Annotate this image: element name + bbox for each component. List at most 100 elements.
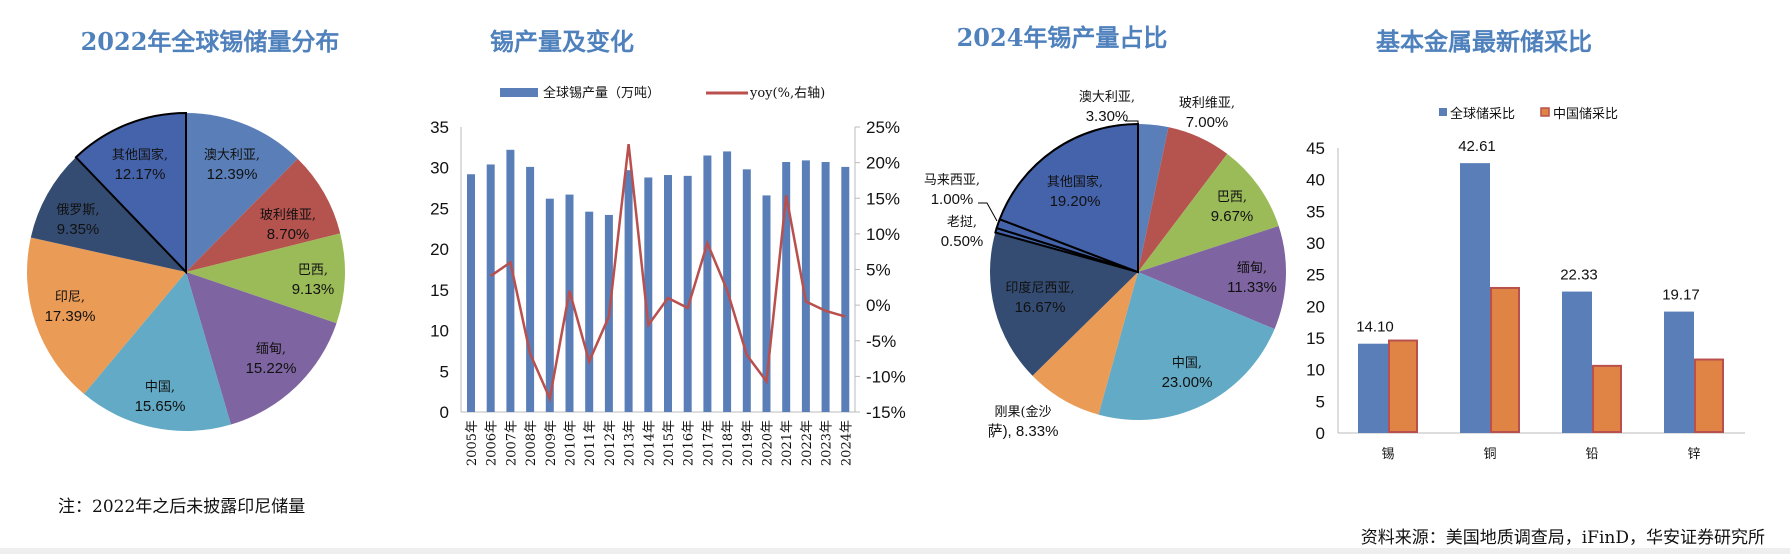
china-ratio-bar [1490, 286, 1520, 434]
x-tick-label: 2006年 [485, 420, 500, 466]
slice-label: 老挝, [947, 215, 977, 230]
production-bar [585, 211, 594, 412]
chart-title: 2024年锡产量占比 [957, 23, 1168, 52]
legend-swatch-china [1540, 107, 1550, 117]
bottom-band [0, 548, 1790, 554]
x-tick-label: 2014年 [642, 420, 657, 466]
global-ratio-bar [1562, 291, 1592, 433]
x-tick-label: 2019年 [741, 420, 756, 466]
slice-label: 其他国家, [1047, 174, 1103, 190]
pie-slice [1138, 226, 1286, 330]
production-bar [467, 174, 475, 412]
global-ratio-bar [1460, 163, 1490, 434]
yoy-line [489, 143, 846, 403]
y2-tick-label: -15% [866, 403, 906, 422]
x-tick-label: 2012年 [603, 420, 618, 466]
y2-tick-label: 5% [866, 261, 891, 280]
slice-label: 玻利维亚, [1179, 96, 1235, 111]
y2-tick-label: 20% [866, 154, 900, 173]
china-ratio-bar [1388, 339, 1418, 433]
slice-value: 萨), 8.33% [988, 423, 1059, 440]
pie-slice [186, 158, 341, 272]
production-bar [821, 162, 830, 412]
y-tick-label: 0 [1316, 424, 1325, 443]
x-tick-label: 锌 [1687, 447, 1700, 462]
y2-tick-label: -5% [866, 332, 896, 351]
slice-label: 中国, [1172, 356, 1202, 371]
production-bar [624, 170, 633, 412]
production-bar [742, 169, 751, 412]
x-tick-label: 2007年 [504, 420, 519, 466]
slice-value: 7.00% [1186, 114, 1229, 131]
y-tick-label: 15 [430, 281, 449, 300]
legend-line-label: yoy(%,右轴) [749, 86, 825, 101]
y-tick-label: 40 [1306, 171, 1325, 190]
production-bar [644, 177, 653, 412]
x-tick-label: 2009年 [544, 420, 559, 466]
production-bar [703, 155, 712, 412]
y-tick-label: 10 [1306, 361, 1325, 380]
production-bar [782, 162, 791, 412]
china-ratio-bar [1592, 364, 1622, 433]
x-tick-label: 2024年 [839, 420, 854, 466]
slice-label: 巴西, [1217, 190, 1247, 205]
pie-slice [998, 122, 1139, 274]
pie-slice [1138, 127, 1228, 272]
y-tick-label: 30 [1306, 234, 1325, 253]
pie-slice [186, 272, 337, 425]
x-tick-label: 2010年 [564, 420, 579, 466]
slice-value: 15.22% [246, 360, 297, 377]
y2-tick-label: -10% [866, 367, 906, 386]
slice-label: 俄罗斯, [56, 203, 99, 218]
chart-title: 基本金属最新储采比 [1376, 27, 1592, 56]
slice-value: 12.17% [115, 166, 166, 183]
slice-value: 16.67% [1015, 299, 1066, 316]
global-ratio-bar [1358, 343, 1388, 433]
y-tick-label: 20 [430, 240, 449, 259]
data-label: 19.17 [1662, 287, 1700, 304]
chart-title: 2022年全球锡储量分布 [81, 27, 340, 56]
x-tick-label: 2008年 [524, 420, 539, 466]
x-tick-label: 2021年 [780, 420, 795, 466]
slice-value: 17.39% [45, 308, 96, 325]
y2-tick-label: 0% [866, 296, 891, 315]
x-tick-label: 2016年 [682, 420, 697, 466]
x-tick-label: 2005年 [465, 420, 480, 466]
pie-slice [1032, 272, 1138, 415]
slice-label: 马来西亚, [924, 173, 980, 188]
slice-label: 缅甸, [256, 342, 286, 357]
production-bar [683, 175, 692, 412]
production-bar [841, 166, 850, 412]
y-tick-label: 45 [1306, 139, 1325, 158]
legend-label-china: 中国储采比 [1553, 107, 1618, 122]
china-ratio-bar [1694, 358, 1724, 433]
y-tick-label: 0 [440, 403, 449, 422]
production-bar [486, 164, 495, 412]
slice-value: 3.30% [1086, 108, 1129, 125]
slice-label: 澳大利亚, [204, 147, 260, 163]
slice-value: 23.00% [1162, 374, 1213, 391]
x-tick-label: 2022年 [800, 420, 815, 466]
slice-value: 12.39% [207, 166, 258, 183]
slice-label: 缅甸, [1237, 261, 1267, 276]
pie-slice [83, 272, 231, 432]
source-note: 资料来源：美国地质调查局，iFinD，华安证券研究所 [1361, 528, 1765, 548]
y-tick-label: 5 [1316, 392, 1325, 411]
x-tick-label: 锡 [1381, 447, 1394, 462]
y-tick-label: 25 [1306, 266, 1325, 285]
x-tick-label: 2015年 [662, 420, 677, 466]
slice-value: 1.00% [931, 191, 974, 208]
x-tick-label: 2013年 [623, 420, 638, 466]
production-bar [801, 160, 810, 412]
slice-value: 15.65% [135, 398, 186, 415]
slice-value: 9.13% [292, 281, 335, 298]
production-bar [565, 194, 574, 412]
pie-slice [186, 113, 298, 272]
slice-label: 刚果(金沙 [994, 404, 1051, 420]
slice-label: 玻利维亚, [260, 208, 316, 223]
y-tick-label: 30 [430, 159, 449, 178]
data-label: 14.10 [1356, 319, 1394, 336]
